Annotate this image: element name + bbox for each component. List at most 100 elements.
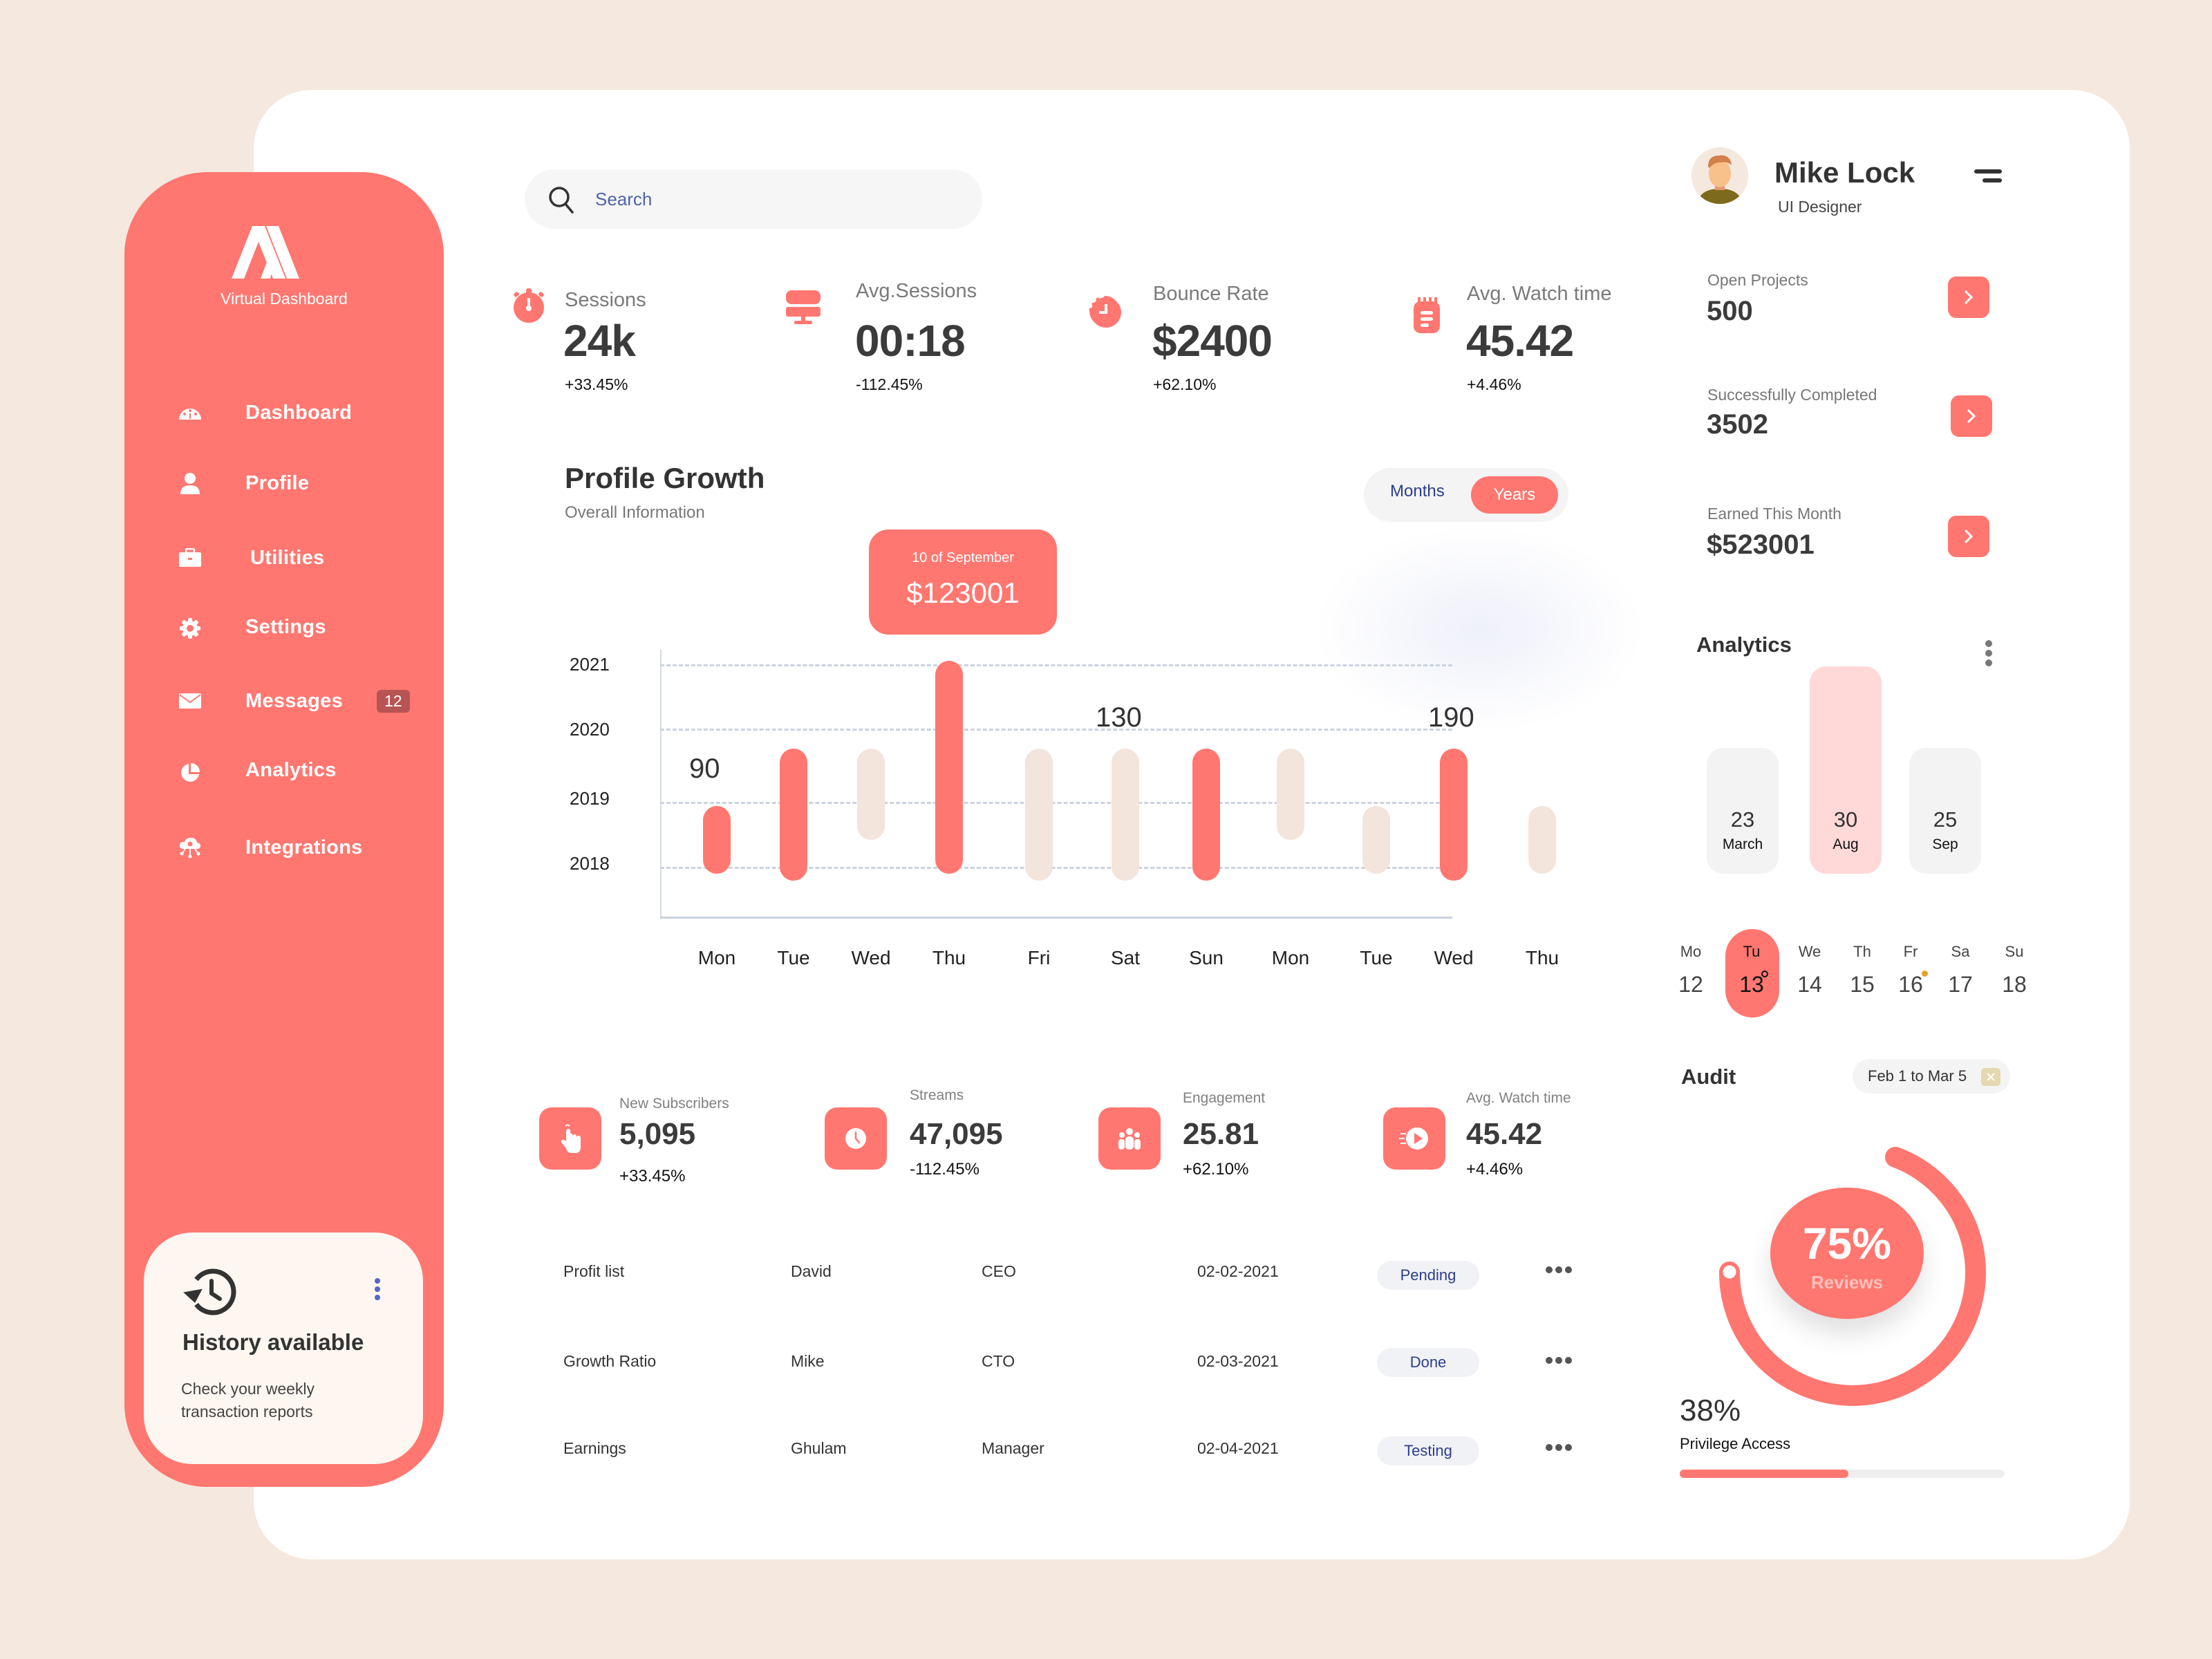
profile-growth-title: Profile Growth bbox=[565, 462, 765, 494]
privilege-progress-bar bbox=[1680, 1470, 2005, 1478]
sidebar-item-label: Integrations bbox=[245, 836, 363, 859]
chevron-right-icon bbox=[1965, 290, 1974, 304]
cell-role: CEO bbox=[982, 1262, 1016, 1280]
sidebar-item-label: Dashboard bbox=[245, 401, 353, 424]
kpi-value: $523001 bbox=[1707, 529, 1815, 560]
menu-icon[interactable] bbox=[1974, 169, 2003, 184]
analytics-bar-value: 23 bbox=[1730, 807, 1755, 832]
date-range-text: Feb 1 to Mar 5 bbox=[1868, 1067, 1967, 1085]
chart-bar[interactable] bbox=[1440, 749, 1468, 881]
search-bar[interactable] bbox=[525, 169, 982, 229]
toggle-months[interactable]: Months bbox=[1390, 482, 1445, 500]
sidebar-item-utilities[interactable]: Utilities bbox=[124, 534, 444, 582]
chart-bar[interactable] bbox=[1277, 749, 1304, 840]
x-tick: Sun bbox=[1189, 947, 1224, 968]
x-tick: Wed bbox=[851, 947, 891, 968]
calendar-selected-day bbox=[1725, 929, 1779, 1018]
sidebar-item-messages[interactable]: Messages 12 bbox=[124, 677, 444, 725]
gridline bbox=[660, 729, 1452, 731]
event-dot-icon bbox=[1922, 971, 1928, 977]
cell-person: Ghulam bbox=[791, 1439, 847, 1457]
kpi-label: Open Projects bbox=[1707, 271, 1808, 289]
day-number: 15 bbox=[1850, 972, 1875, 997]
chart-bar[interactable] bbox=[1192, 749, 1220, 881]
chart-bar[interactable] bbox=[703, 806, 731, 874]
row-more-icon[interactable] bbox=[1546, 1444, 1572, 1451]
gear-icon bbox=[178, 617, 202, 640]
stat-label: Sessions bbox=[565, 289, 646, 311]
completed-arrow-button[interactable] bbox=[1951, 395, 1992, 437]
stat-change: -112.45% bbox=[856, 375, 923, 393]
kpi-value: 500 bbox=[1707, 296, 1753, 326]
day-of-week: Su bbox=[2005, 943, 2024, 960]
chart-bar[interactable] bbox=[780, 749, 807, 881]
row-more-icon[interactable] bbox=[1546, 1266, 1572, 1273]
earned-arrow-button[interactable] bbox=[1948, 516, 1989, 557]
toggle-years[interactable]: Years bbox=[1471, 476, 1558, 514]
stat-label: Avg.Sessions bbox=[856, 280, 977, 302]
analytics-bar-month: Sep bbox=[1932, 836, 1958, 852]
x-tick: Sat bbox=[1110, 947, 1141, 968]
bstat-change: -112.45% bbox=[910, 1160, 980, 1179]
date-range-chip[interactable]: Feb 1 to Mar 5 bbox=[1853, 1059, 2010, 1094]
avatar[interactable] bbox=[1691, 147, 1748, 204]
mail-icon bbox=[178, 689, 202, 713]
cell-role: CTO bbox=[982, 1352, 1015, 1370]
hand-pointer-icon bbox=[539, 1107, 601, 1170]
users-group-icon bbox=[1098, 1107, 1161, 1170]
sidebar: Virtual Dashboard Dashboard Profile Util… bbox=[124, 172, 444, 1487]
gridline bbox=[660, 867, 1452, 869]
bstat-value: 25.81 bbox=[1183, 1117, 1259, 1151]
sidebar-item-integrations[interactable]: Integrations bbox=[124, 823, 444, 872]
reviews-gauge-center: 75% Reviews bbox=[1770, 1188, 1924, 1319]
bstat-label: Streams bbox=[910, 1087, 964, 1103]
analytics-bar-month: March bbox=[1722, 836, 1763, 852]
sidebar-item-analytics[interactable]: Analytics bbox=[124, 746, 444, 794]
chart-bar[interactable] bbox=[935, 661, 963, 874]
timer-icon bbox=[1089, 296, 1121, 328]
kpi-value: 3502 bbox=[1707, 409, 1768, 440]
history-card[interactable]: History available Check your weekly tran… bbox=[144, 1232, 423, 1464]
notepad-icon bbox=[1414, 297, 1440, 333]
chart-bar[interactable] bbox=[1112, 749, 1139, 881]
chart-bar[interactable] bbox=[1025, 749, 1053, 881]
sidebar-item-label: Profile bbox=[245, 471, 310, 494]
bstat-value: 47,095 bbox=[910, 1117, 1003, 1151]
reviews-gauge-ring bbox=[1718, 1147, 1986, 1406]
bstat-value: 5,095 bbox=[619, 1117, 696, 1151]
analytics-bar-value: 30 bbox=[1833, 807, 1858, 832]
bar-value-label: 130 bbox=[1096, 702, 1142, 733]
messages-count-badge: 12 bbox=[377, 689, 410, 713]
stat-value: 00:18 bbox=[855, 316, 966, 366]
close-icon bbox=[1987, 1073, 1995, 1081]
sidebar-item-profile[interactable]: Profile bbox=[124, 459, 444, 507]
cell-role: Manager bbox=[982, 1439, 1044, 1457]
row-more-icon[interactable] bbox=[1546, 1357, 1572, 1364]
day-number: 18 bbox=[2002, 972, 2027, 997]
analytics-bar-value: 25 bbox=[1933, 807, 1958, 832]
chart-bar[interactable] bbox=[1362, 806, 1390, 874]
reviews-label: Reviews bbox=[1810, 1272, 1884, 1293]
history-icon bbox=[183, 1268, 236, 1315]
day-of-week: Fr bbox=[1903, 943, 1918, 960]
sidebar-item-settings[interactable]: Settings bbox=[124, 603, 444, 651]
analytics-bar[interactable]: 25 Sep bbox=[1909, 748, 1981, 874]
analytics-bar[interactable]: 23 March bbox=[1707, 748, 1779, 874]
x-tick: Wed bbox=[1434, 947, 1474, 968]
y-tick: 2018 bbox=[570, 853, 610, 874]
kpi-label: Successfully Completed bbox=[1707, 386, 1877, 404]
analytics-more-icon[interactable] bbox=[1985, 640, 1992, 666]
search-input[interactable] bbox=[595, 169, 955, 229]
chart-bar[interactable] bbox=[857, 749, 885, 840]
open-projects-arrow-button[interactable] bbox=[1948, 276, 1989, 318]
sidebar-item-dashboard[interactable]: Dashboard bbox=[124, 388, 444, 437]
chart-bar[interactable] bbox=[1528, 806, 1556, 874]
clear-date-range-button[interactable] bbox=[1981, 1068, 2000, 1086]
cell-name: Profit list bbox=[563, 1262, 625, 1280]
analytics-bar[interactable]: 30 Aug bbox=[1810, 666, 1882, 874]
history-title: History available bbox=[182, 1329, 364, 1355]
bstat-change: +33.45% bbox=[619, 1167, 686, 1185]
cell-date: 02-03-2021 bbox=[1197, 1352, 1279, 1370]
history-more-icon[interactable] bbox=[375, 1278, 380, 1300]
x-tick: Tue bbox=[777, 947, 810, 968]
